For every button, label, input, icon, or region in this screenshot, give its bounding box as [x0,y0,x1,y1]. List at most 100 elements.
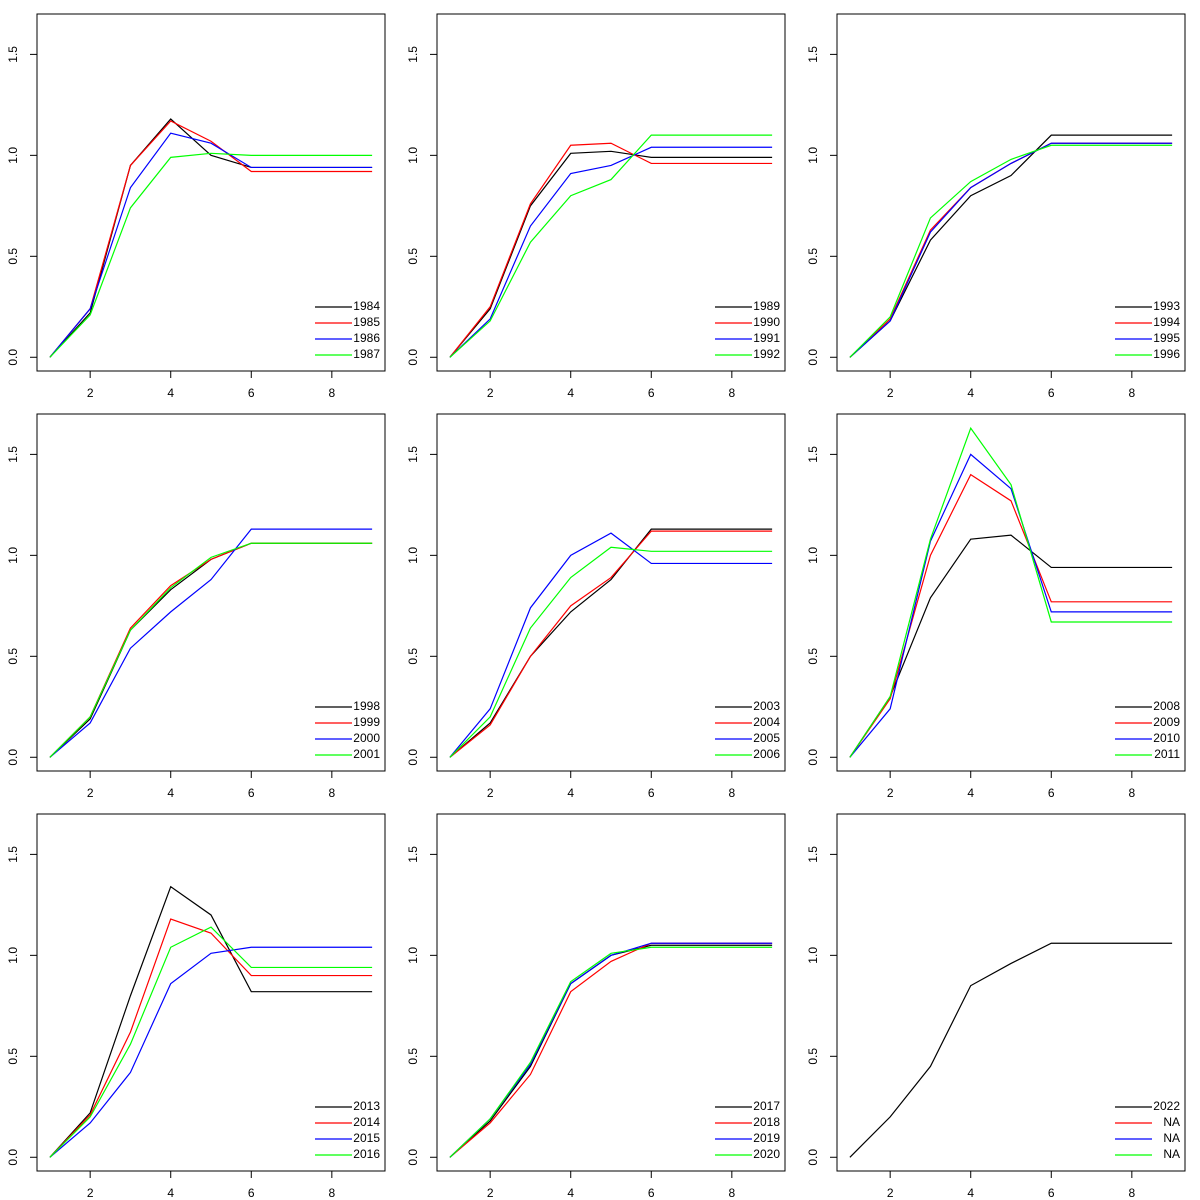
series-line [49,926,373,1158]
plot-frame [436,813,786,1172]
x-tick-label: 2 [887,786,894,800]
y-tick-label: 0.0 [406,349,420,366]
y-tick-label: 0.0 [6,749,20,766]
y-tick-label: 0.5 [806,1048,820,1065]
plot-frame [836,813,1186,1172]
legend-label: 1999 [353,715,380,729]
legend-label: 1994 [1153,315,1180,329]
legend-label: 2010 [1153,731,1180,745]
legend-label: 2018 [753,1115,780,1129]
panel: 2 4 6 8 0.0 0.5 1.0 1.5 1989 1990 1991 1992 [406,13,786,400]
y-tick-label: 0.0 [406,1149,420,1166]
y-tick-label: 1.5 [6,446,20,463]
y-tick-label: 1.5 [806,846,820,863]
x-tick-label: 4 [967,786,974,800]
x-tick-label: 8 [1128,1186,1135,1200]
plot-frame [436,413,786,772]
series-line [449,530,773,758]
y-tick-label: 0.5 [6,1048,20,1065]
series-line [49,528,373,758]
plot-frame [836,13,1186,372]
series-line [849,453,1173,758]
x-tick-label: 6 [648,386,655,400]
series-line [449,150,773,358]
legend-label: 1993 [1153,299,1180,313]
panel: 2 4 6 8 0.0 0.5 1.0 1.5 1993 1994 1995 1996 [806,13,1186,400]
y-tick-label: 1.0 [806,147,820,164]
series-line [449,142,773,358]
y-tick-label: 0.5 [406,1048,420,1065]
series-line [449,134,773,358]
legend-label: 1985 [353,315,380,329]
plot-frame [36,813,386,1172]
legend-label: 2019 [753,1131,780,1145]
x-tick-label: 8 [328,1186,335,1200]
y-tick-label: 1.0 [406,547,420,564]
legend-label: 2000 [353,731,380,745]
y-tick-label: 1.5 [406,46,420,63]
legend-label: 2001 [353,747,380,761]
y-tick-label: 0.5 [806,248,820,265]
x-tick-label: 6 [648,786,655,800]
y-tick-label: 0.0 [6,349,20,366]
legend-label: 2011 [1154,747,1180,761]
series-line [849,134,1173,358]
legend-label: 2004 [753,715,780,729]
panel: 2 4 6 8 0.0 0.5 1.0 1.5 2013 2014 2015 2016 [6,813,386,1200]
series-line [849,144,1173,358]
legend-label: 2015 [353,1131,380,1145]
series-line [449,946,773,1158]
y-tick-label: 1.0 [406,947,420,964]
y-tick-label: 0.0 [6,1149,20,1166]
legend-label: 2016 [353,1147,380,1161]
x-tick-label: 8 [328,386,335,400]
y-tick-label: 1.0 [6,147,20,164]
panel: 2 4 6 8 0.0 0.5 1.0 1.5 2008 2009 2010 2011 [806,413,1186,800]
legend-label: 1998 [353,699,380,713]
x-tick-label: 8 [1128,386,1135,400]
panel: 2 4 6 8 0.0 0.5 1.0 1.5 2017 2018 2019 2020 [406,813,786,1200]
x-tick-label: 6 [248,786,255,800]
y-tick-label: 1.0 [406,147,420,164]
panel: 2 4 6 8 0.0 0.5 1.0 1.5 1998 1999 2000 2001 [6,413,386,800]
x-tick-label: 6 [1048,386,1055,400]
legend-label: 1987 [353,347,380,361]
y-tick-label: 1.5 [406,846,420,863]
legend-label: 1996 [1153,347,1180,361]
plot-frame [436,13,786,372]
x-tick-label: 4 [567,1186,574,1200]
x-tick-label: 8 [728,1186,735,1200]
plot-frame [836,413,1186,772]
x-tick-label: 8 [328,786,335,800]
y-tick-label: 0.0 [806,349,820,366]
y-tick-label: 0.5 [806,648,820,665]
y-tick-label: 0.5 [406,248,420,265]
x-tick-label: 2 [487,1186,494,1200]
legend-label: 1992 [753,347,780,361]
series-line [449,942,773,1158]
legend-label: 2009 [1153,715,1180,729]
x-tick-label: 8 [1128,786,1135,800]
y-tick-label: 1.5 [6,846,20,863]
x-tick-label: 2 [487,386,494,400]
series-line [49,152,373,358]
x-tick-label: 2 [87,1186,94,1200]
legend-label: 1991 [753,331,780,345]
series-line [49,132,373,358]
x-tick-label: 2 [87,786,94,800]
legend-label: NA [1163,1115,1180,1129]
series-line [849,473,1173,758]
legend-label: 1989 [753,299,780,313]
legend-label: 2017 [753,1099,780,1113]
y-tick-label: 0.5 [6,648,20,665]
x-tick-label: 4 [167,1186,174,1200]
x-tick-label: 6 [248,1186,255,1200]
x-tick-label: 4 [167,386,174,400]
y-tick-label: 1.0 [6,547,20,564]
x-tick-label: 2 [87,386,94,400]
x-tick-label: 2 [487,786,494,800]
plot-frame [36,13,386,372]
series-line [49,946,373,1158]
